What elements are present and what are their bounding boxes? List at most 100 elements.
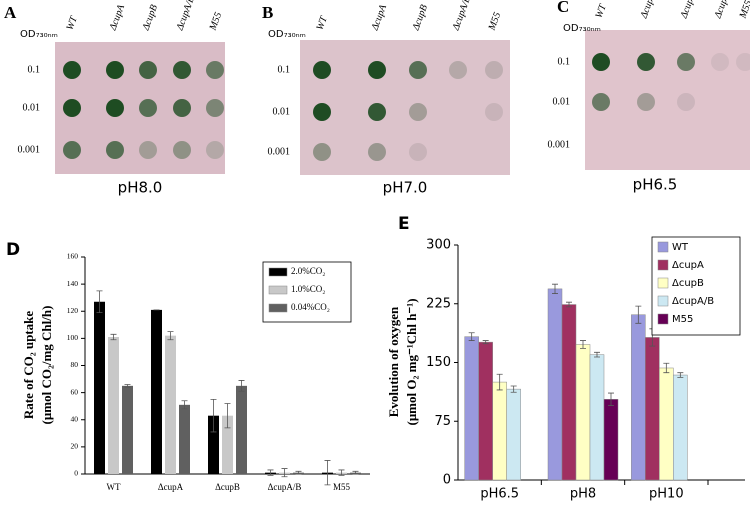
bar — [208, 415, 219, 474]
column-header: ΔcupB — [140, 3, 160, 33]
error-bar — [352, 470, 359, 475]
legend-label: WT — [672, 242, 689, 253]
y-tick-label: 0 — [74, 469, 78, 478]
column-header: ΔcupA/B — [450, 0, 473, 33]
column-header: WT — [315, 14, 331, 32]
legend-swatch — [268, 303, 288, 313]
spot — [409, 103, 427, 121]
spot — [592, 93, 610, 111]
od-label: OD₇₃₀ₙₘ — [268, 29, 306, 40]
column-header: ΔcupB — [678, 0, 698, 21]
spot — [63, 61, 81, 79]
error-bar — [468, 332, 475, 341]
column-header: ΔcupB — [410, 3, 430, 33]
bar — [659, 367, 674, 481]
y-tick-label: 0 — [443, 473, 451, 488]
x-tick-label: ΔcupA/B — [268, 482, 302, 492]
y-tick-label: 80 — [71, 360, 79, 369]
column-header: ΔcupA — [369, 2, 389, 32]
bar — [631, 314, 646, 481]
column-header: WT — [65, 14, 81, 32]
panel-letter: D — [6, 240, 20, 260]
legend-swatch — [268, 267, 288, 277]
error-bar — [566, 301, 572, 308]
y-axis-label: Rate of CO₂ uptake — [21, 311, 36, 419]
x-tick-label: WT — [107, 482, 121, 492]
error-bar — [110, 333, 117, 341]
error-bar — [580, 340, 586, 349]
bar — [492, 381, 507, 481]
y-axis-label: (μmol O₂ mg⁻¹Chl h⁻¹) — [404, 298, 419, 425]
bar — [589, 354, 605, 481]
spot — [313, 61, 331, 79]
column-header: M55 — [486, 11, 503, 33]
bar — [222, 415, 233, 474]
bar — [645, 337, 660, 481]
spot — [173, 61, 191, 79]
error-bar — [496, 373, 503, 391]
y-tick-label: 75 — [434, 414, 451, 429]
bar — [575, 344, 591, 481]
spot — [368, 143, 386, 161]
row-label: 0.1 — [278, 64, 291, 75]
spot — [313, 143, 331, 161]
error-bar — [224, 403, 231, 429]
od-label: OD₇₃₀ₙₘ — [563, 23, 601, 34]
legend-label: 2.0%CO₂ — [291, 266, 325, 276]
bar — [673, 374, 688, 481]
error-bar — [338, 469, 345, 476]
legend-swatch — [657, 313, 669, 325]
legend-swatch — [268, 285, 288, 295]
x-tick-label: pH8 — [570, 487, 596, 502]
spot — [173, 141, 191, 159]
row-label: 0.01 — [273, 106, 291, 117]
x-tick-label: pH6.5 — [480, 487, 519, 502]
spot — [106, 61, 124, 79]
x-tick-label: ΔcupB — [215, 482, 240, 492]
bar — [464, 336, 479, 481]
error-bar — [267, 469, 274, 476]
error-bar — [295, 470, 302, 475]
error-bar — [482, 340, 489, 345]
bar — [603, 399, 619, 481]
y-tick-label: 150 — [426, 355, 451, 370]
row-label: 0.001 — [268, 146, 291, 157]
bar — [151, 309, 162, 474]
y-tick-label: 160 — [67, 252, 79, 261]
od-label: OD₇₃₀ₙₘ — [20, 29, 58, 40]
column-header: ΔcupA — [107, 2, 127, 32]
legend-swatch — [657, 259, 669, 271]
error-bar — [210, 399, 217, 433]
spot — [206, 61, 224, 79]
spot — [409, 143, 427, 161]
plate-photo — [300, 40, 510, 175]
spot — [592, 53, 610, 71]
plate-photo — [585, 30, 750, 170]
error-bar — [608, 392, 614, 406]
y-tick-label: 100 — [67, 333, 79, 342]
legend-swatch — [657, 295, 669, 307]
legend-swatch — [657, 277, 669, 289]
error-bar — [635, 305, 642, 324]
row-label: 0.01 — [23, 102, 41, 113]
column-header: M55 — [737, 0, 750, 21]
column-header: WT — [594, 2, 610, 20]
column-header: ΔcupA/B — [712, 0, 735, 21]
legend-swatch — [657, 241, 669, 253]
ph-label: pH8.0 — [118, 179, 163, 197]
spot — [206, 99, 224, 117]
column-header: M55 — [207, 11, 224, 33]
error-bar — [167, 331, 174, 341]
legend-label: 1.0%CO₂ — [291, 284, 325, 294]
error-bar — [594, 351, 600, 358]
spot — [139, 141, 157, 159]
error-bar — [238, 380, 245, 392]
x-tick-label: ΔcupA — [158, 482, 184, 492]
spot — [409, 61, 427, 79]
spot — [368, 103, 386, 121]
bar — [165, 335, 176, 474]
spot — [206, 141, 224, 159]
panel-letter: C — [557, 0, 569, 16]
spot — [736, 53, 750, 71]
spot — [106, 99, 124, 117]
